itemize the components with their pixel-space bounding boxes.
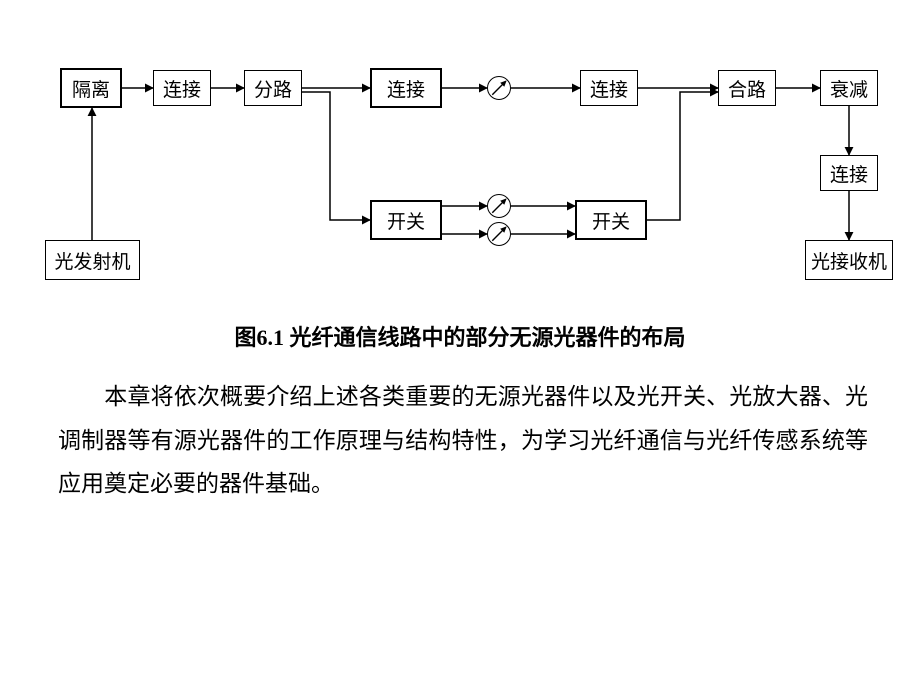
node-c1: 连接: [153, 70, 211, 106]
node-tx: 光发射机: [45, 240, 140, 280]
node-att: 衰减: [820, 70, 878, 106]
modulator-arrow-icon: [487, 222, 511, 246]
node-rx: 光接收机: [805, 240, 893, 280]
node-comb: 合路: [718, 70, 776, 106]
node-sw2: 开关: [575, 200, 647, 240]
node-c2: 连接: [370, 68, 442, 108]
diagram-canvas: 隔离连接分路连接连接合路衰减光发射机开关开关连接光接收机: [0, 0, 920, 310]
edge: [302, 92, 370, 220]
node-c3: 连接: [580, 70, 638, 106]
edge: [647, 92, 718, 220]
chapter-intro-paragraph: 本章将依次概要介绍上述各类重要的无源光器件以及光开关、光放大器、光调制器等有源光…: [58, 375, 868, 506]
modulator-arrow-icon: [487, 76, 511, 100]
modulator-arrow-icon: [487, 194, 511, 218]
node-split: 分路: [244, 70, 302, 106]
node-c4: 连接: [820, 155, 878, 191]
node-iso: 隔离: [60, 68, 122, 108]
figure-caption: 图6.1 光纤通信线路中的部分无源光器件的布局: [0, 320, 920, 352]
node-sw1: 开关: [370, 200, 442, 240]
